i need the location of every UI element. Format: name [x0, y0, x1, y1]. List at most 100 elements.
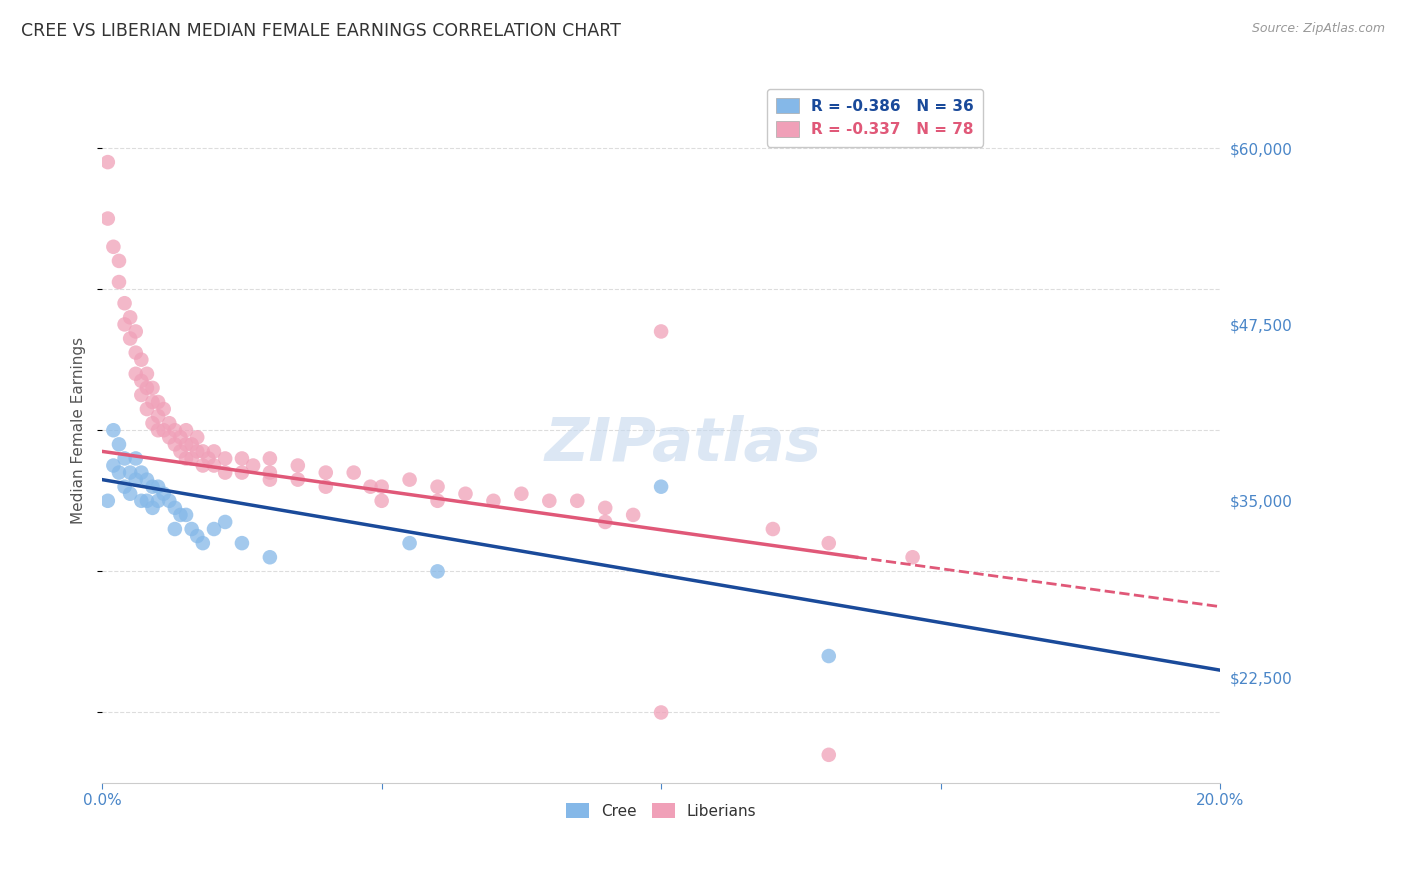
Point [202, 444, 225, 458]
Point [163, 500, 186, 515]
Point [315, 466, 337, 480]
Point [231, 451, 253, 466]
Point [135, 402, 157, 417]
Point [135, 367, 157, 381]
Point [231, 536, 253, 550]
Point [174, 451, 197, 466]
Point [125, 325, 148, 339]
Point [817, 648, 839, 663]
Text: ZIPatlas: ZIPatlas [546, 415, 823, 474]
Point [287, 458, 309, 473]
Point [120, 331, 142, 345]
Point [163, 437, 186, 451]
Point [157, 416, 180, 430]
Point [108, 253, 131, 268]
Point [186, 444, 208, 458]
Point [120, 487, 142, 501]
Point [650, 706, 672, 720]
Point [152, 487, 174, 501]
Point [114, 480, 136, 494]
Point [650, 480, 672, 494]
Point [398, 473, 420, 487]
Point [131, 388, 153, 402]
Point [108, 466, 131, 480]
Point [114, 318, 136, 332]
Point [287, 473, 309, 487]
Point [146, 423, 169, 437]
Point [191, 444, 214, 458]
Point [593, 500, 616, 515]
Point [186, 529, 208, 543]
Point [125, 451, 148, 466]
Text: CREE VS LIBERIAN MEDIAN FEMALE EARNINGS CORRELATION CHART: CREE VS LIBERIAN MEDIAN FEMALE EARNINGS … [21, 22, 621, 40]
Point [202, 522, 225, 536]
Point [370, 480, 392, 494]
Point [214, 515, 236, 529]
Point [762, 522, 785, 536]
Point [242, 458, 264, 473]
Point [370, 493, 392, 508]
Point [97, 155, 120, 169]
Point [426, 565, 449, 579]
Point [131, 352, 153, 367]
Point [169, 430, 191, 444]
Point [214, 451, 236, 466]
Point [141, 416, 163, 430]
Point [114, 296, 136, 310]
Point [120, 310, 142, 325]
Point [146, 493, 169, 508]
Point [186, 430, 208, 444]
Point [125, 367, 148, 381]
Point [103, 240, 125, 254]
Point [259, 466, 281, 480]
Point [454, 487, 477, 501]
Point [180, 451, 202, 466]
Point [197, 451, 219, 466]
Point [191, 536, 214, 550]
Point [174, 508, 197, 522]
Point [359, 480, 381, 494]
Point [97, 493, 120, 508]
Point [131, 374, 153, 388]
Point [169, 444, 191, 458]
Point [482, 493, 505, 508]
Point [214, 466, 236, 480]
Y-axis label: Median Female Earnings: Median Female Earnings [72, 336, 86, 524]
Point [120, 466, 142, 480]
Point [157, 430, 180, 444]
Point [174, 423, 197, 437]
Point [180, 522, 202, 536]
Point [621, 508, 644, 522]
Point [125, 345, 148, 359]
Point [567, 493, 589, 508]
Point [817, 747, 839, 762]
Point [157, 493, 180, 508]
Text: Source: ZipAtlas.com: Source: ZipAtlas.com [1251, 22, 1385, 36]
Point [146, 409, 169, 424]
Point [202, 458, 225, 473]
Point [538, 493, 561, 508]
Point [191, 458, 214, 473]
Legend: Cree, Liberians: Cree, Liberians [560, 797, 762, 825]
Point [146, 480, 169, 494]
Point [146, 395, 169, 409]
Point [259, 473, 281, 487]
Point [180, 437, 202, 451]
Point [817, 536, 839, 550]
Point [174, 437, 197, 451]
Point [141, 500, 163, 515]
Point [510, 487, 533, 501]
Point [114, 451, 136, 466]
Point [343, 466, 366, 480]
Point [131, 466, 153, 480]
Point [135, 473, 157, 487]
Point [259, 550, 281, 565]
Point [650, 325, 672, 339]
Point [141, 381, 163, 395]
Point [125, 473, 148, 487]
Point [398, 536, 420, 550]
Point [163, 522, 186, 536]
Point [103, 423, 125, 437]
Point [593, 515, 616, 529]
Point [103, 458, 125, 473]
